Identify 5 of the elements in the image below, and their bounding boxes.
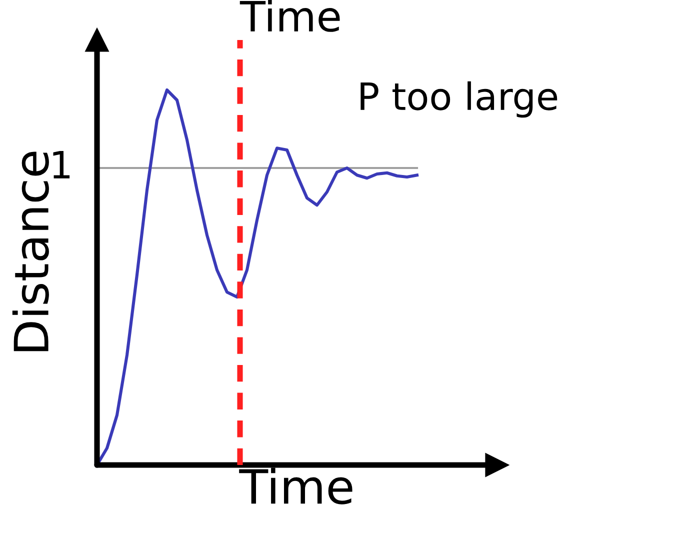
ref-line-label: 1: [53, 151, 70, 178]
annotation: P too large: [360, 81, 558, 118]
y-axis-title: Distance: [12, 152, 49, 352]
x-axis-title: Time: [239, 468, 352, 504]
text: Time: [240, 0, 340, 32]
